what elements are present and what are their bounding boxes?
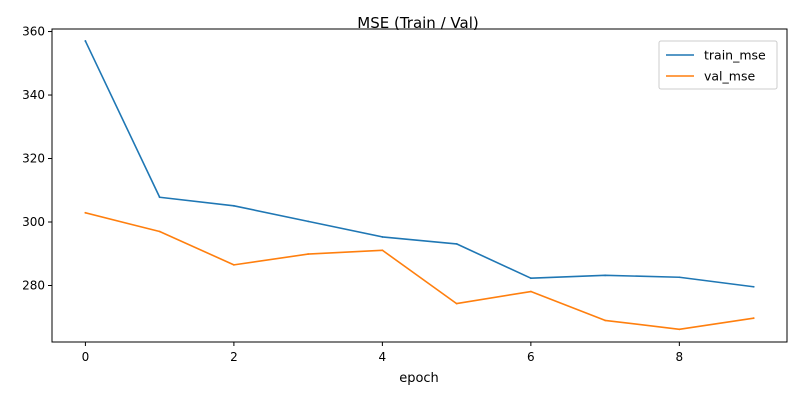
x-tick-label-3: 6 bbox=[527, 350, 535, 364]
data-point-val-mse-1 bbox=[158, 230, 161, 233]
y-tick-label-2: 320 bbox=[22, 152, 45, 166]
data-point-train-mse-9 bbox=[752, 285, 755, 288]
legend-frame bbox=[658, 40, 778, 90]
plot-frame bbox=[51, 28, 788, 343]
data-point-train-mse-4 bbox=[381, 236, 384, 238]
data-point-train-mse-7 bbox=[604, 274, 607, 277]
data-point-val-mse-6 bbox=[529, 290, 532, 293]
legend: train_mse val_mse bbox=[658, 40, 778, 90]
x-tick-label-2: 4 bbox=[379, 350, 387, 364]
data-point-train-mse-5 bbox=[455, 243, 458, 245]
data-point-train-mse-8 bbox=[678, 276, 681, 279]
x-axis-label: epoch bbox=[399, 371, 439, 386]
x-tick-label-4: 8 bbox=[676, 350, 684, 364]
plot-area bbox=[51, 28, 788, 343]
data-point-val-mse-4 bbox=[381, 249, 384, 252]
y-tick-label-1: 300 bbox=[22, 215, 45, 229]
legend-label-train-mse: train_mse bbox=[704, 48, 766, 63]
series-layer bbox=[84, 39, 755, 331]
y-tick-label-3: 340 bbox=[22, 88, 45, 102]
data-point-train-mse-3 bbox=[307, 220, 310, 223]
data-point-val-mse-9 bbox=[752, 317, 755, 320]
data-point-val-mse-8 bbox=[678, 328, 681, 331]
series-line-val-mse bbox=[84, 211, 755, 331]
legend-label-val-mse: val_mse bbox=[704, 69, 755, 84]
data-point-train-mse-0 bbox=[84, 40, 87, 42]
x-axis-ticks: 0 2 4 6 8 bbox=[82, 342, 684, 364]
data-point-val-mse-2 bbox=[232, 263, 235, 266]
series-line-train-mse bbox=[84, 39, 755, 288]
data-point-train-mse-6 bbox=[529, 277, 532, 280]
data-point-val-mse-5 bbox=[455, 302, 458, 305]
x-tick-label-0: 0 bbox=[82, 350, 90, 364]
y-tick-label-0: 280 bbox=[22, 278, 45, 292]
data-point-val-mse-0 bbox=[84, 211, 87, 214]
data-point-train-mse-1 bbox=[158, 196, 161, 199]
y-tick-label-4: 360 bbox=[22, 25, 45, 39]
x-tick-label-1: 2 bbox=[230, 350, 238, 364]
data-point-val-mse-3 bbox=[307, 253, 310, 255]
data-point-train-mse-2 bbox=[232, 204, 235, 207]
chart-title: MSE (Train / Val) bbox=[357, 14, 478, 32]
y-axis-ticks: 280 300 320 340 360 bbox=[22, 25, 52, 292]
data-point-val-mse-7 bbox=[604, 319, 607, 322]
